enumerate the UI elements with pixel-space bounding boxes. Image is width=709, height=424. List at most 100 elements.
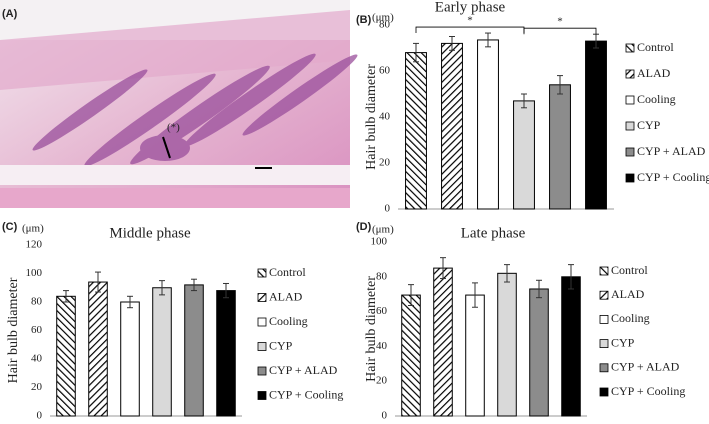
error-bar [408, 284, 414, 307]
legend-label: CYP + ALAD [611, 360, 680, 374]
legend-swatch [257, 391, 267, 400]
legend-label: CYP [637, 118, 661, 132]
error-bar [485, 32, 491, 48]
legend-swatch [257, 268, 267, 278]
legend-swatch [257, 293, 267, 302]
error-bar [440, 257, 446, 280]
error-bar [536, 279, 542, 299]
significance-bracket [415, 26, 525, 34]
bar [88, 281, 108, 417]
panel-label: (C) [2, 221, 18, 233]
legend-swatch [625, 121, 635, 131]
histology-image: (*) [0, 0, 358, 208]
chart-title: Middle phase [109, 225, 191, 241]
y-tick-label: 40 [31, 353, 43, 365]
legend-swatch [599, 339, 609, 349]
y-axis-label: Hair bulb diameter [364, 276, 379, 382]
legend-label: Control [269, 265, 306, 279]
error-bar [521, 93, 527, 109]
legend-swatch [257, 366, 267, 376]
panel-label: (B) [356, 14, 372, 26]
y-tick-label: 20 [379, 157, 391, 169]
bar [465, 294, 485, 417]
legend-swatch [599, 266, 609, 276]
bar [152, 287, 172, 417]
bar [561, 276, 581, 417]
y-unit: (μm) [372, 224, 394, 236]
y-tick-label: 0 [37, 410, 43, 422]
significance-bracket [523, 27, 597, 35]
bar [585, 40, 607, 210]
y-tick-label: 0 [385, 203, 391, 215]
significance-label: * [557, 16, 563, 28]
legend-swatch [257, 342, 267, 351]
legend-label: Cooling [611, 311, 650, 325]
y-tick-label: 60 [376, 305, 388, 317]
legend-label: CYP [611, 335, 635, 349]
legend-swatch [257, 317, 267, 327]
significance-label: * [467, 15, 473, 27]
legend-swatch [625, 95, 635, 105]
legend-swatch [599, 290, 609, 300]
legend-swatch [625, 69, 635, 79]
error-bar [95, 271, 101, 293]
image-annotation: (*) [167, 122, 180, 134]
legend-label: ALAD [269, 289, 303, 303]
y-unit: (μm) [372, 12, 394, 24]
bar [529, 288, 549, 417]
error-bar [223, 282, 229, 299]
y-tick-label: 100 [371, 236, 388, 248]
legend-swatch [625, 147, 635, 157]
error-bar [504, 264, 510, 283]
legend-label: Control [637, 40, 674, 54]
chart-title: Late phase [461, 225, 526, 241]
error-bar [557, 75, 563, 95]
legend-swatch [625, 43, 635, 53]
error-bar [472, 282, 478, 308]
panel-label: (A) [2, 8, 18, 20]
y-tick-label: 80 [31, 296, 43, 308]
legend-label: CYP + Cooling [637, 170, 709, 184]
legend-swatch [625, 173, 635, 183]
bar [216, 290, 236, 417]
y-tick-label: 80 [376, 270, 388, 282]
legend-label: CYP + ALAD [269, 363, 338, 377]
y-tick-label: 20 [31, 381, 43, 393]
y-tick-label: 0 [382, 410, 388, 422]
bar [401, 294, 421, 417]
legend-swatch [599, 363, 609, 373]
bar [497, 272, 517, 417]
legend-label: CYP + Cooling [269, 387, 343, 401]
legend-swatch [599, 387, 609, 397]
error-bar [159, 280, 165, 296]
legend-label: Control [611, 263, 648, 277]
y-tick-label: 40 [376, 340, 388, 352]
y-tick-label: 60 [379, 65, 391, 77]
error-bar [449, 36, 455, 51]
bar [184, 284, 204, 417]
y-tick-label: 80 [379, 19, 391, 31]
legend-swatch [599, 314, 609, 324]
bar [433, 267, 453, 417]
error-bar [568, 264, 574, 290]
error-bar [191, 278, 197, 292]
error-bar [127, 295, 133, 309]
error-bar [413, 42, 419, 63]
legend-label: CYP + Cooling [611, 384, 685, 398]
y-tick-label: 120 [26, 239, 43, 251]
panel-label: (D) [356, 221, 372, 233]
y-tick-label: 100 [26, 267, 43, 279]
y-tick-label: 40 [379, 111, 391, 123]
y-unit: (μm) [22, 223, 44, 235]
bar [120, 301, 140, 417]
bar [549, 84, 571, 210]
legend-label: ALAD [637, 66, 671, 80]
legend-label: Cooling [637, 92, 676, 106]
error-bar [63, 290, 69, 303]
legend-label: CYP [269, 338, 293, 352]
bar [56, 295, 76, 417]
y-axis-label: Hair bulb diameter [6, 277, 21, 383]
legend-label: CYP + ALAD [637, 144, 706, 158]
bar [513, 100, 535, 210]
